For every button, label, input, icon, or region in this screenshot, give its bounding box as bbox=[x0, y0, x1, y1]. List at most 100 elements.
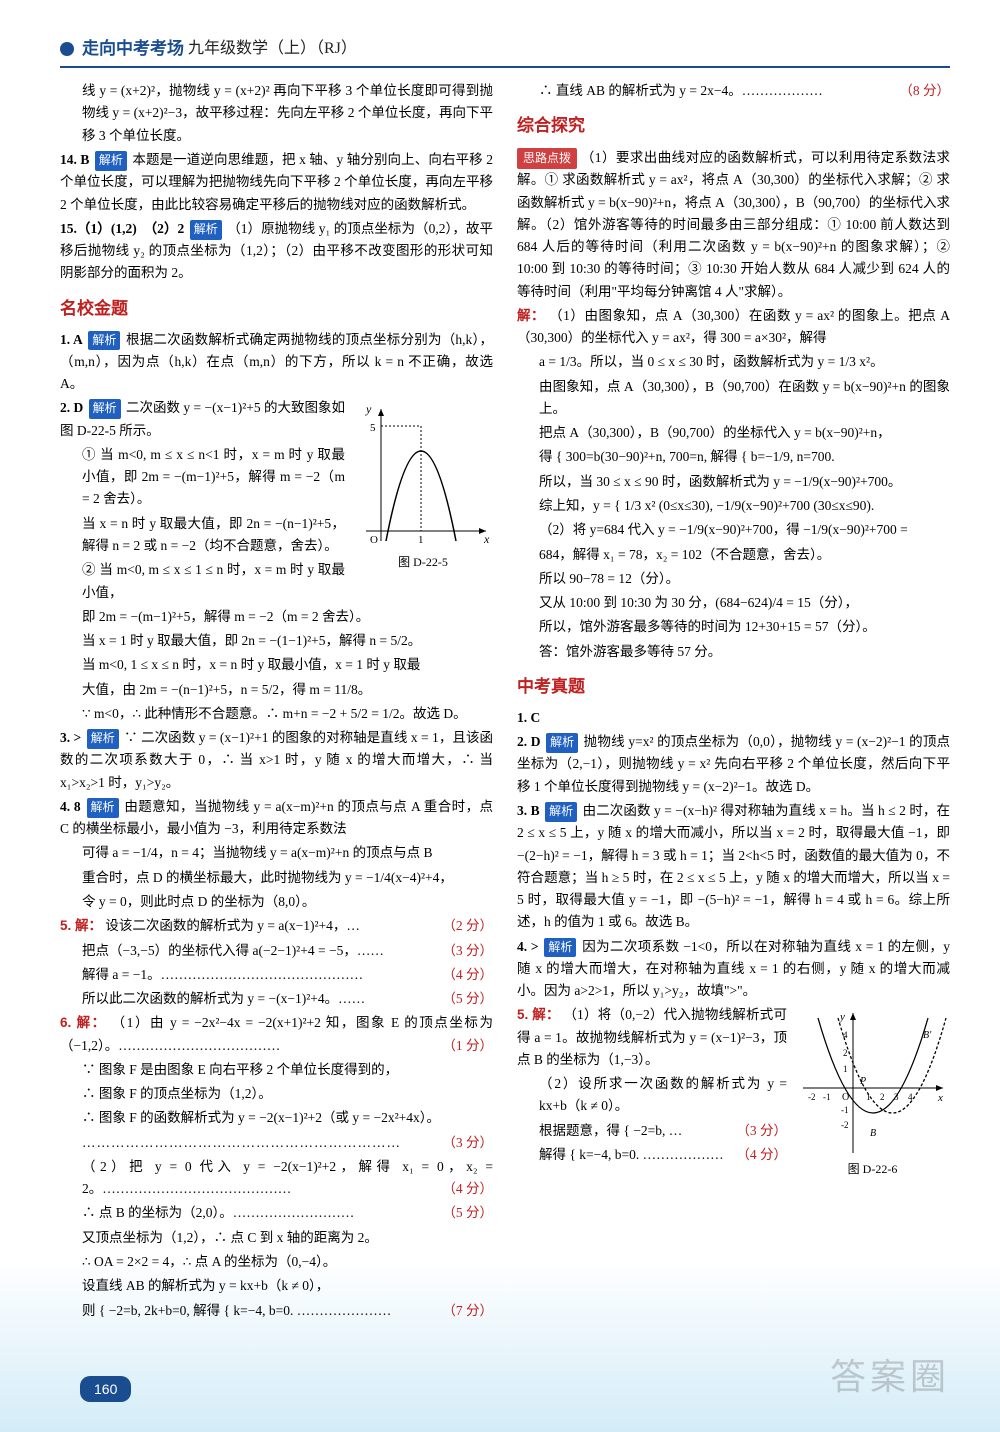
text: 684，解得 x₁ = 78，x₂ = 102（不合题意，舍去）。 bbox=[517, 544, 950, 566]
think-tag: 思路点拨 bbox=[517, 148, 577, 170]
text: （1）由图象知，点 A（30,300）在函数 y = ax² 的图象上。把点 A… bbox=[517, 308, 950, 345]
answer-15: 15.（1）(1,2) （2）2 bbox=[60, 221, 184, 236]
solution-label: 解： bbox=[517, 308, 545, 323]
score: （8 分） bbox=[899, 80, 950, 102]
score: （4 分） bbox=[442, 1178, 493, 1200]
svg-text:3: 3 bbox=[894, 1092, 899, 1102]
text: 所以，馆外游客最多等待的时间为 12+30+15 = 57（分）。 bbox=[517, 616, 950, 638]
svg-text:-2: -2 bbox=[808, 1092, 816, 1102]
score: （4 分） bbox=[442, 964, 493, 986]
header-brand: 走向中考考场 bbox=[82, 35, 184, 62]
text: ∴ 直线 AB 的解析式为 y = 2x−4。……………… bbox=[539, 83, 823, 98]
q3: 3. > 解析 ∵ 二次函数 y = (x−1)²+1 的图象的对称轴是直线 x… bbox=[60, 727, 493, 794]
score: （1 分） bbox=[442, 1035, 493, 1057]
analysis-tag: 解析 bbox=[95, 151, 127, 171]
page-number: 160 bbox=[80, 1376, 131, 1402]
right-column: ∴ 直线 AB 的解析式为 y = 2x−4。……………… （8 分） 综合探究… bbox=[517, 80, 950, 1324]
text: ∵ 二次函数 y = (x−1)²+1 的图象的对称轴是直线 x = 1，且该函… bbox=[60, 730, 493, 790]
text-line: 14. B 解析 本题是一道逆向思维题，把 x 轴、y 轴分别向上、向右平移 2… bbox=[60, 149, 493, 216]
z1: 1. C bbox=[517, 707, 950, 729]
text: 得 { 300=b(30−90)²+n, 700=n, 解得 { b=−1/9,… bbox=[517, 446, 950, 468]
text: 综上知，y = { 1/3 x² (0≤x≤30), −1/9(x−90)²+7… bbox=[517, 495, 950, 517]
text: 当 x = 1 时 y 取最大值，即 2n = −(1−1)²+5，解得 n =… bbox=[60, 630, 493, 652]
text: 解得 a = −1。……………………………………… bbox=[82, 967, 363, 982]
analysis-tag: 解析 bbox=[87, 729, 119, 749]
svg-text:4: 4 bbox=[908, 1092, 913, 1102]
answer-3: 3. > bbox=[60, 730, 81, 745]
z2: 2. D 解析 抛物线 y=x² 的顶点坐标为（0,0），抛物线 y = (x−… bbox=[517, 731, 950, 798]
answer-z4: 4. > bbox=[517, 939, 539, 954]
text: 根据二次函数解析式确定两抛物线的顶点坐标分别为（h,k），（m,n），因为点（h… bbox=[60, 332, 493, 392]
svg-text:2: 2 bbox=[880, 1092, 885, 1102]
text: 即 2m = −(m−1)²+5，解得 m = −2（m = 2 舍去）。 bbox=[60, 606, 493, 628]
analysis-tag: 解析 bbox=[544, 938, 576, 958]
text: 大值，由 2m = −(n−1)²+5，n = 5/2，得 m = 11/8。 bbox=[60, 679, 493, 701]
header-subject: 九年级数学（上）（RJ） bbox=[188, 36, 357, 62]
score: （3 分） bbox=[442, 1132, 493, 1154]
q6: 6. 解： （1）由 y = −2x²−4x = −2(x+1)²+2 知，图象… bbox=[60, 1012, 493, 1057]
score: （4 分） bbox=[736, 1144, 787, 1166]
figure-caption: 图 D-22-6 bbox=[795, 1160, 950, 1180]
svg-text:2: 2 bbox=[843, 1048, 848, 1058]
text: ∴ 点 B 的坐标为（2,0）。……………………… bbox=[82, 1205, 354, 1220]
text: 把点（−3,−5）的坐标代入得 a(−2−1)²+4 = −5，…… bbox=[82, 943, 384, 958]
header-bullet bbox=[60, 42, 74, 56]
svg-text:1: 1 bbox=[418, 534, 424, 546]
watermark: 答案圈 bbox=[830, 1348, 950, 1406]
text: ∴ 图象 F 的顶点坐标为（1,2）。 bbox=[60, 1083, 493, 1105]
z4: 4. > 解析 因为二次项系数 −1<0，所以在对称轴为直线 x = 1 的左侧… bbox=[517, 936, 950, 1003]
text: （2）将 y=684 代入 y = −1/9(x−90)²+700，得 −1/9… bbox=[517, 519, 950, 541]
svg-text:B': B' bbox=[923, 1030, 932, 1041]
svg-text:B: B bbox=[870, 1128, 876, 1139]
answer-14: 14. B bbox=[60, 152, 89, 167]
text: （2）把 y = 0 代入 y = −2(x−1)²+2，解得 x₁ = 0，x… bbox=[82, 1159, 493, 1196]
svg-text:5: 5 bbox=[370, 422, 376, 434]
q2-block: x y O 5 1 图 D-22-5 2. D 解析 二次函数 y = −(x−… bbox=[60, 397, 493, 605]
answer-z1: 1. C bbox=[517, 710, 540, 725]
text: 所以，当 30 ≤ x ≤ 90 时，函数解析式为 y = −1/9(x−90)… bbox=[517, 471, 950, 493]
text: 由图象知，点 A（30,300），B（90,700）在函数 y = b(x−90… bbox=[517, 376, 950, 421]
q5: 5. 解： 设该二次函数的解析式为 y = a(x−1)²+4，… （2 分） bbox=[60, 915, 493, 937]
q1: 1. A 解析 根据二次函数解析式确定两抛物线的顶点坐标分别为（h,k），（m,… bbox=[60, 329, 493, 396]
q4: 4. 8 解析 由题意知，当抛物线 y = a(x−m)²+n 的顶点与点 A … bbox=[60, 796, 493, 841]
text: 重合时，点 D 的横坐标最大，此时抛物线为 y = −1/4(x−4)²+4， bbox=[60, 867, 493, 889]
text: 则 { −2=b, 2k+b=0, 解得 { k=−4, b=0. ………………… bbox=[82, 1303, 391, 1318]
text: 根据题意，得 { −2=b, … bbox=[539, 1123, 682, 1138]
score: （3 分） bbox=[736, 1120, 787, 1142]
text: 所以 90−78 = 12（分）。 bbox=[517, 568, 950, 590]
text: 令 y = 0，则此时点 D 的坐标为（8,0）。 bbox=[60, 891, 493, 913]
page-header: 走向中考考场 九年级数学（上）（RJ） bbox=[60, 35, 950, 68]
text: 由题意知，当抛物线 y = a(x−m)²+n 的顶点与点 A 重合时，点 C … bbox=[60, 799, 493, 836]
text: 又从 10:00 到 10:30 为 30 分，(684−624)/4 = 15… bbox=[517, 592, 950, 614]
svg-text:O: O bbox=[370, 534, 378, 546]
text-line: 线 y = (x+2)²，抛物线 y = (x+2)² 再向下平移 3 个单位长… bbox=[60, 80, 493, 147]
svg-text:4: 4 bbox=[843, 1030, 848, 1040]
analysis-tag: 解析 bbox=[546, 733, 578, 753]
answer-4: 4. 8 bbox=[60, 799, 81, 814]
answer-2: 2. D bbox=[60, 400, 83, 415]
section-zhongkao: 中考真题 bbox=[517, 673, 950, 701]
section-zonghe: 综合探究 bbox=[517, 112, 950, 140]
answer-1: 1. A bbox=[60, 332, 83, 347]
figure-d-22-6: x y O -2-1 12 34 42 1 -1-2 B' B P bbox=[795, 1008, 950, 1180]
analysis-tag: 解析 bbox=[190, 220, 222, 240]
text: 答：馆外游客最多等待 57 分。 bbox=[517, 641, 950, 663]
score: （3 分） bbox=[442, 940, 493, 962]
answer-5: 5. 解： bbox=[60, 918, 102, 933]
svg-text:-2: -2 bbox=[841, 1120, 849, 1130]
svg-text:1: 1 bbox=[843, 1064, 848, 1074]
score: （5 分） bbox=[442, 988, 493, 1010]
analysis-tag: 解析 bbox=[88, 331, 120, 351]
text: （1）由 y = −2x²−4x = −2(x+1)²+2 知，图象 E 的顶点… bbox=[60, 1015, 493, 1052]
score: （2 分） bbox=[442, 915, 493, 937]
svg-text:P: P bbox=[859, 1076, 866, 1087]
text: ∵ m<0，∴ 此种情形不合题意。∴ m+n = −2 + 5/2 = 1/2。… bbox=[60, 703, 493, 725]
text: 设该二次函数的解析式为 y = a(x−1)²+4，… bbox=[105, 918, 360, 933]
text-line: 15.（1）(1,2) （2）2 解析 （1）原抛物线 y₁ 的顶点坐标为（0,… bbox=[60, 218, 493, 285]
text: 又顶点坐标为（1,2），∴ 点 C 到 x 轴的距离为 2。 bbox=[60, 1227, 493, 1249]
text: 解得 { k=−4, b=0. ……………… bbox=[539, 1147, 724, 1162]
text: ………………………………………………………… bbox=[82, 1135, 401, 1150]
explore-block: 思路点拨 （1）要求出曲线对应的函数解析式，可以利用待定系数法求解。① 求函数解… bbox=[517, 147, 950, 303]
text: 当 m<0, 1 ≤ x ≤ n 时，x = n 时 y 取最小值，x = 1 … bbox=[60, 654, 493, 676]
text: 由二次函数 y = −(x−h)² 得对称轴为直线 x = h。当 h ≤ 2 … bbox=[517, 803, 950, 929]
